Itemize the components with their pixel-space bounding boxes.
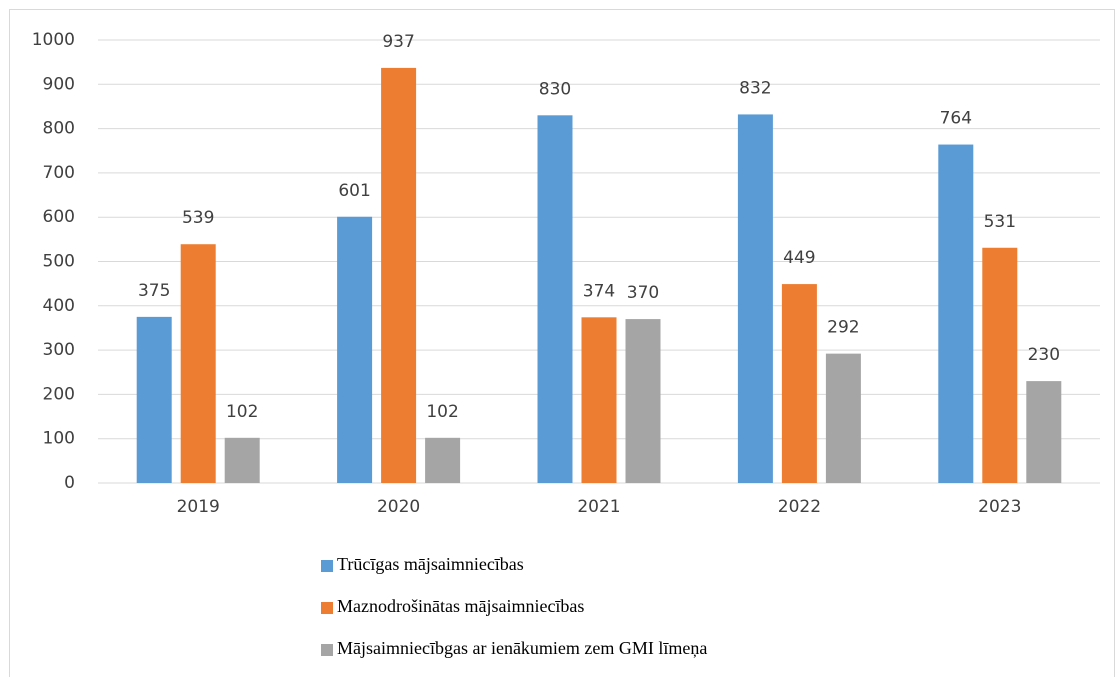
y-tick-label: 600	[43, 207, 75, 227]
bar	[982, 247, 1018, 483]
data-label: 830	[539, 79, 571, 99]
bar	[537, 115, 573, 483]
data-label: 531	[984, 212, 1016, 232]
data-label: 449	[783, 248, 815, 268]
bar	[938, 144, 974, 483]
data-label: 832	[739, 78, 771, 98]
x-tick-label: 2022	[778, 497, 821, 517]
bar	[136, 316, 172, 483]
x-tick-label: 2019	[177, 497, 220, 517]
data-label: 375	[138, 281, 170, 301]
legend-label: Trūcīgas mājsaimniecības	[337, 554, 524, 574]
data-label: 539	[182, 208, 214, 228]
y-tick-label: 1000	[32, 30, 75, 50]
data-label: 102	[426, 402, 458, 422]
legend-swatch	[321, 602, 333, 614]
bar	[737, 114, 773, 483]
x-tick-label: 2021	[577, 497, 620, 517]
y-tick-label: 0	[64, 473, 75, 493]
data-label: 230	[1028, 345, 1060, 365]
x-tick-label: 2023	[978, 497, 1021, 517]
bar	[381, 67, 417, 483]
y-tick-label: 300	[43, 340, 75, 360]
bar	[224, 437, 260, 483]
bar	[1026, 381, 1062, 483]
y-tick-label: 500	[43, 252, 75, 272]
data-label: 370	[627, 283, 659, 303]
legend-swatch	[321, 644, 333, 656]
y-tick-label: 900	[43, 74, 75, 94]
bar	[781, 284, 817, 483]
data-label: 292	[827, 318, 859, 338]
y-tick-label: 800	[43, 119, 75, 139]
data-label: 601	[338, 181, 370, 201]
y-tick-label: 100	[43, 429, 75, 449]
data-label: 937	[382, 32, 414, 52]
bar	[625, 319, 661, 483]
legend-swatch	[321, 560, 333, 572]
data-label: 374	[583, 281, 615, 301]
legend-label: Maznodrošinātas mājsaimniecības	[337, 596, 584, 616]
bar	[825, 353, 861, 483]
bar	[337, 216, 373, 483]
data-label: 764	[940, 109, 972, 129]
chart-frame	[9, 9, 1115, 677]
data-label: 102	[226, 402, 258, 422]
bar	[180, 244, 216, 483]
bar	[425, 437, 461, 483]
y-tick-label: 400	[43, 296, 75, 316]
y-tick-label: 700	[43, 163, 75, 183]
bar	[581, 317, 617, 483]
y-tick-label: 200	[43, 384, 75, 404]
legend-label: Mājsaimniecībgas ar ienākumiem zem GMI l…	[337, 638, 707, 658]
x-tick-label: 2020	[377, 497, 420, 517]
